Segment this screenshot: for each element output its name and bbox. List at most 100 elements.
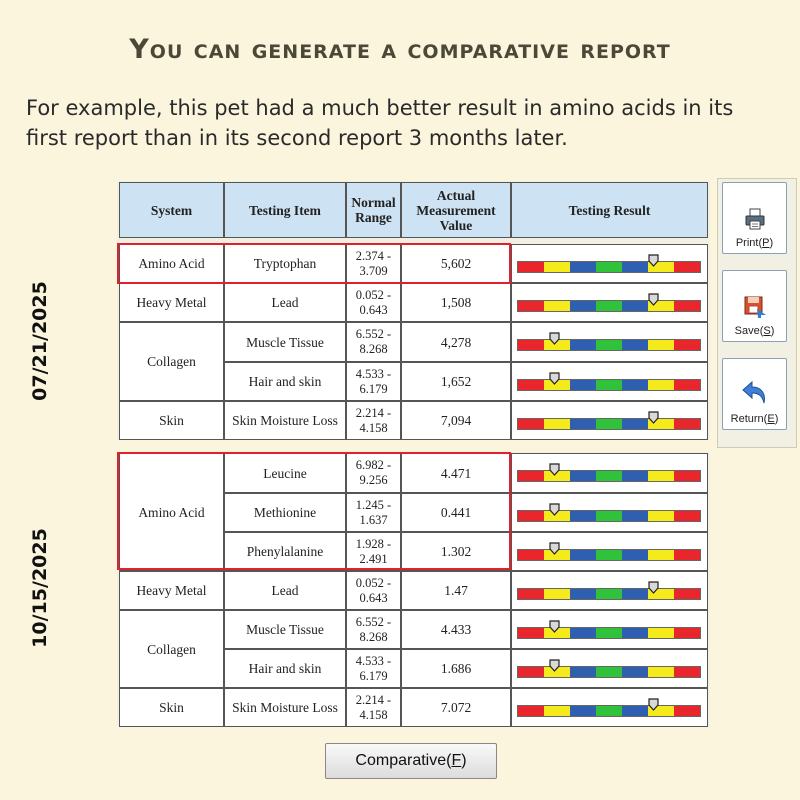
gauge-segment xyxy=(622,261,648,272)
save-shortcut: S xyxy=(763,325,771,337)
gauge-segment xyxy=(674,418,700,429)
gauge-marker-icon xyxy=(549,619,560,633)
result-gauge xyxy=(517,658,701,678)
gauge-segment xyxy=(518,300,544,311)
gauge-segment xyxy=(596,300,622,311)
gauge-segment xyxy=(648,666,674,677)
system-cell: Skin xyxy=(119,401,224,440)
gauge-segment xyxy=(544,379,570,390)
return-button[interactable]: Return(E) xyxy=(722,358,787,430)
actual-value-cell: 7.072 xyxy=(401,688,511,727)
gauge-segment xyxy=(622,549,648,560)
comparative-label: Comparative xyxy=(355,752,447,769)
gauge-segment xyxy=(622,510,648,521)
gauge-marker-icon xyxy=(648,292,659,306)
gauge-segment xyxy=(674,549,700,560)
gauge-marker-icon xyxy=(549,463,560,476)
gauge-segment xyxy=(674,627,700,638)
gauge-segment xyxy=(622,471,648,481)
gauge-marker-icon xyxy=(549,502,560,516)
column-header-testing-item: Testing Item xyxy=(224,182,346,238)
gauge-segment xyxy=(674,379,700,390)
result-gauge xyxy=(517,463,701,482)
gauge-segment xyxy=(518,471,544,481)
gauge-segment xyxy=(518,705,544,716)
result-gauge xyxy=(517,371,701,391)
save-icon xyxy=(744,296,766,318)
actual-value-cell: 0.441 xyxy=(401,493,511,532)
normal-range-cell: 4.533 - 6.179 xyxy=(346,649,401,688)
gauge-segment xyxy=(674,261,700,272)
gauge-segment xyxy=(518,666,544,677)
page-title: You can generate a comparative report xyxy=(129,34,671,65)
gauge-segment xyxy=(648,510,674,521)
gauge-segment xyxy=(570,340,596,350)
system-cell: Heavy Metal xyxy=(119,283,224,322)
gauge-segment xyxy=(674,666,700,677)
gauge-segment xyxy=(518,588,544,599)
normal-range-cell: 4.533 - 6.179 xyxy=(346,362,401,401)
comparative-button[interactable]: Comparative(F) xyxy=(325,743,497,779)
system-cell: Heavy Metal xyxy=(119,571,224,610)
gauge-segment xyxy=(544,418,570,429)
actual-value-cell: 1.47 xyxy=(401,571,511,610)
gauge-segment xyxy=(596,705,622,716)
gauge-segment xyxy=(570,705,596,716)
system-cell: Amino Acid xyxy=(119,244,224,283)
column-header-actual-value: Actual Measurement Value xyxy=(401,182,511,238)
gauge-segment xyxy=(570,510,596,521)
gauge-segment xyxy=(570,549,596,560)
gauge-segment xyxy=(622,418,648,429)
testing-item-cell: Skin Moisture Loss xyxy=(224,688,346,727)
gauge-marker-icon xyxy=(648,580,659,594)
gauge-segment xyxy=(648,340,674,350)
gauge-marker-icon xyxy=(648,697,659,711)
gauge-segment xyxy=(596,510,622,521)
print-shortcut: P xyxy=(762,237,770,249)
gauge-segment xyxy=(596,418,622,429)
gauge-segment xyxy=(648,418,674,429)
gauge-marker-icon xyxy=(549,658,560,672)
report-date-1: 07/21/2025 xyxy=(28,281,51,401)
gauge-segment xyxy=(596,261,622,272)
gauge-segment xyxy=(622,300,648,311)
result-gauge xyxy=(517,580,701,600)
gauge-segment xyxy=(596,471,622,481)
gauge-marker-icon xyxy=(549,332,560,345)
save-label: Save xyxy=(734,325,760,337)
page-description: For example, this pet had a much better … xyxy=(26,96,734,150)
testing-result-cell xyxy=(511,362,708,401)
normal-range-cell: 6.982 - 9.256 xyxy=(346,453,401,493)
normal-range-cell: 1.928 - 2.491 xyxy=(346,532,401,571)
gauge-segment xyxy=(648,549,674,560)
testing-item-cell: Lead xyxy=(224,283,346,322)
column-header-system: System xyxy=(119,182,224,238)
result-gauge xyxy=(517,292,701,312)
print-button[interactable]: Print(P) xyxy=(722,182,787,254)
gauge-segment xyxy=(622,705,648,716)
gauge-segment xyxy=(544,588,570,599)
gauge-segment xyxy=(544,300,570,311)
gauge-segment xyxy=(596,549,622,560)
comparative-shortcut: F xyxy=(451,752,462,769)
system-cell: Collagen xyxy=(119,322,224,401)
gauge-segment xyxy=(518,510,544,521)
printer-icon xyxy=(745,208,764,230)
testing-result-cell xyxy=(511,688,708,727)
gauge-segment xyxy=(648,471,674,481)
gauge-segment xyxy=(648,261,674,272)
normal-range-cell: 0.052 - 0.643 xyxy=(346,283,401,322)
testing-result-cell xyxy=(511,571,708,610)
gauge-segment xyxy=(570,261,596,272)
gauge-segment xyxy=(648,627,674,638)
actual-value-cell: 7,094 xyxy=(401,401,511,440)
gauge-segment xyxy=(544,340,570,350)
save-button[interactable]: Save(S) xyxy=(722,270,787,342)
gauge-segment xyxy=(596,588,622,599)
gauge-segment xyxy=(544,549,570,560)
testing-result-cell xyxy=(511,244,708,283)
gauge-segment xyxy=(596,340,622,350)
gauge-segment xyxy=(570,666,596,677)
actual-value-cell: 1,652 xyxy=(401,362,511,401)
actual-value-cell: 1.686 xyxy=(401,649,511,688)
